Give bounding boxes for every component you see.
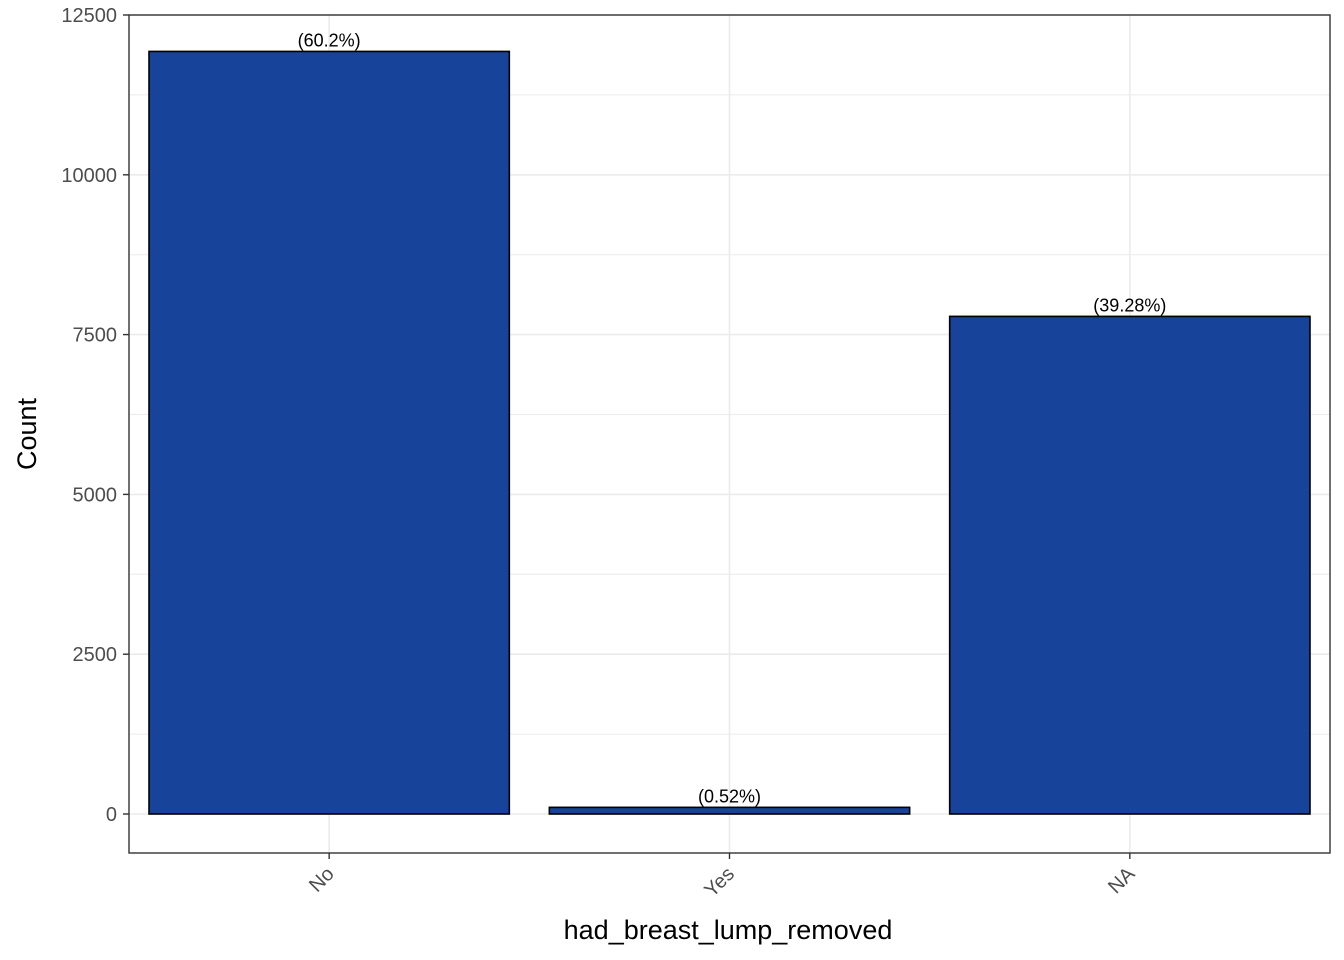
bar-data-label: (39.28%)	[1093, 295, 1166, 315]
y-tick-label: 7500	[73, 325, 118, 347]
bar-data-labels: (60.2%) (0.52%) (39.28%)	[298, 30, 1167, 806]
bar-data-label: (0.52%)	[698, 786, 761, 806]
x-axis: No Yes NA	[305, 853, 1140, 902]
x-tick-label: Yes	[700, 863, 739, 902]
x-tick-label: NA	[1104, 863, 1140, 899]
bars	[148, 50, 1311, 815]
y-tick-label: 0	[106, 804, 117, 826]
y-tick-label: 10000	[61, 165, 117, 187]
x-axis-title: had_breast_lump_removed	[564, 915, 893, 945]
bar-data-label: (60.2%)	[298, 30, 361, 50]
y-tick-label: 5000	[73, 484, 118, 506]
bar-na	[948, 315, 1311, 815]
x-tick-label: No	[305, 863, 339, 897]
bar-yes	[548, 806, 911, 815]
y-tick-label: 12500	[61, 5, 117, 27]
bar-no	[148, 50, 511, 815]
y-axis: 0 2500 5000 7500 10000 12500	[61, 5, 129, 826]
y-axis-title: Count	[12, 397, 42, 470]
y-tick-label: 2500	[73, 644, 118, 666]
